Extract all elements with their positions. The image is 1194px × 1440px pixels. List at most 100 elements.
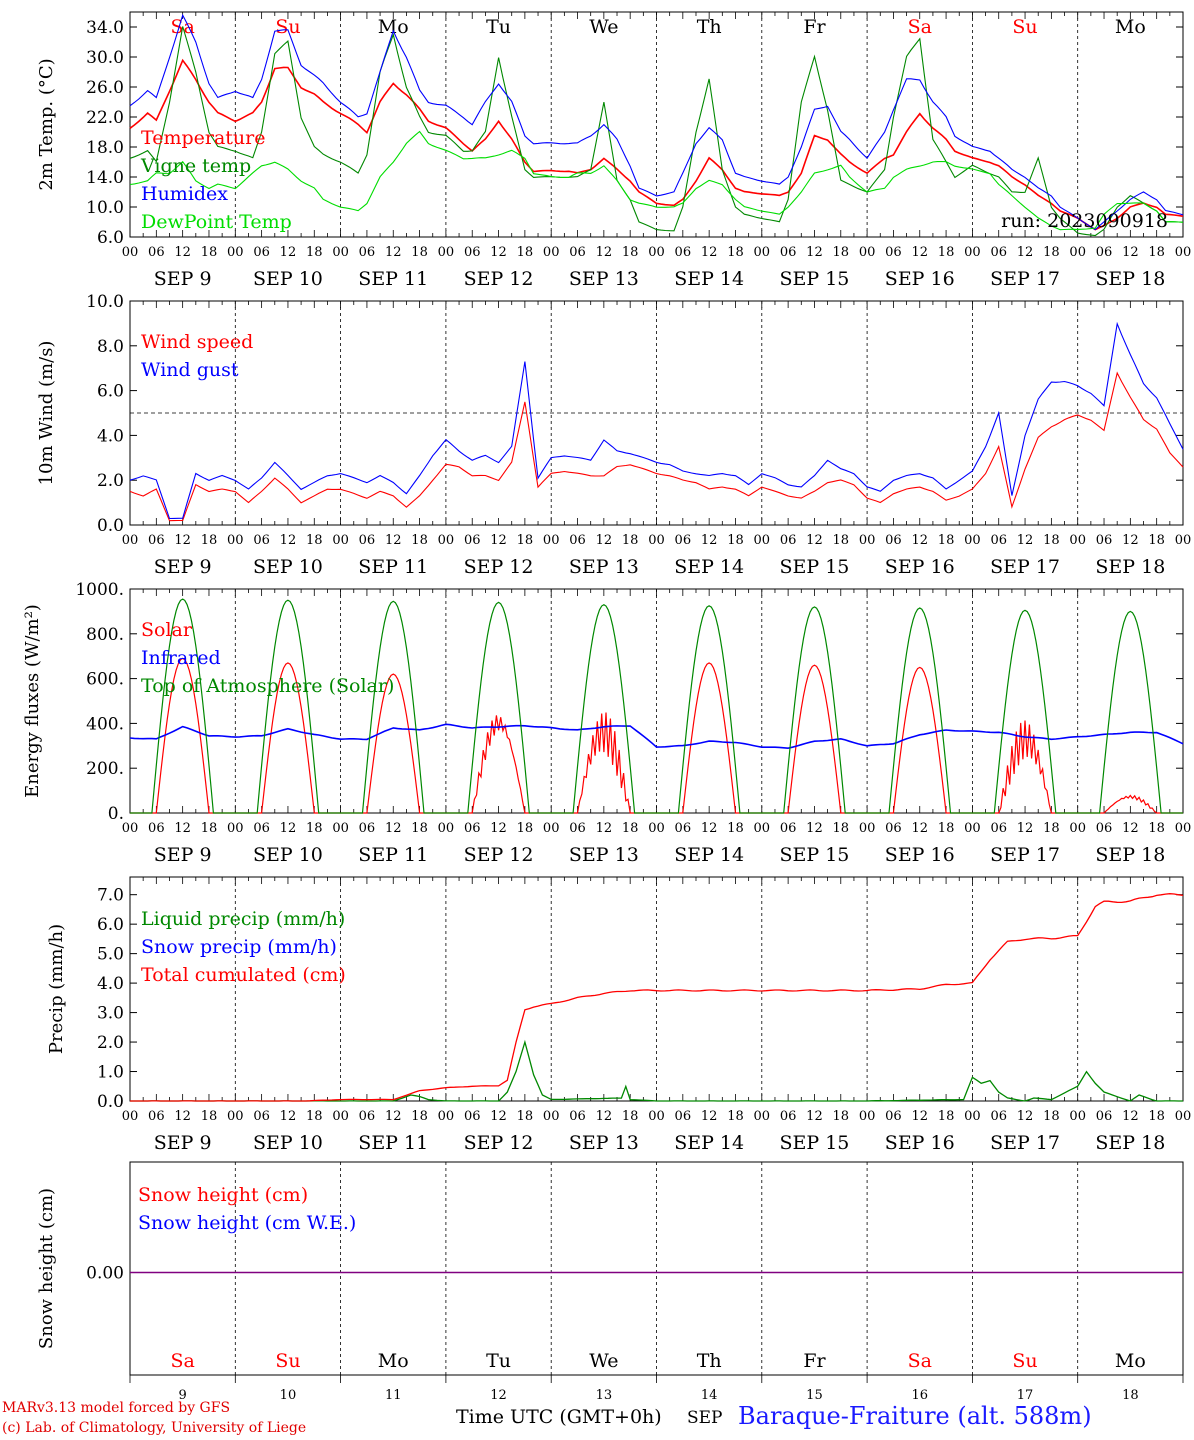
energy-hour-tick-label: 00 [964,821,981,836]
energy-hour-tick-label: 06 [359,821,376,836]
wind-hour-tick-label: 18 [517,533,534,548]
snow-weekday-label: Th [697,1350,722,1372]
lab-credit: (c) Lab. of Climatology, University of L… [2,1420,307,1436]
wind-hour-tick-label: 06 [253,533,270,548]
energy-hour-tick-label: 18 [938,821,955,836]
wind-hour-tick-label: 18 [727,533,744,548]
temperature-date-label: SEP 16 [885,268,955,290]
energy-hour-tick-label: 06 [990,821,1007,836]
precip-legend-item: Snow precip (mm/h) [141,936,337,958]
precip-date-label: SEP 15 [780,1132,850,1154]
temperature-hour-tick-label: 06 [1096,245,1113,260]
temperature-hour-tick-label: 00 [648,245,665,260]
wind-y-tick-label: 2.0 [97,471,124,491]
precip-hour-tick-label: 00 [648,1109,665,1124]
temperature-hour-tick-label: 18 [938,245,955,260]
temperature-hour-tick-label: 00 [754,245,771,260]
wind-hour-tick-label: 06 [990,533,1007,548]
temperature-y-tick-label: 18.0 [86,138,124,158]
snow-weekday-label: Su [275,1350,300,1372]
energy-hour-tick-label: 06 [1096,821,1113,836]
temperature-hour-tick-label: 00 [227,245,244,260]
temperature-hour-tick-label: 18 [622,245,639,260]
precip-hour-tick-label: 06 [780,1109,797,1124]
snow-legend-item: Snow height (cm) [138,1184,308,1206]
temperature-hour-tick-label: 12 [596,245,613,260]
temperature-hour-tick-label: 12 [280,245,297,260]
energy-hour-tick-label: 06 [148,821,165,836]
precip-y-tick-label: 2.0 [97,1033,124,1053]
precip-hour-tick-label: 12 [701,1109,718,1124]
energy-hour-tick-label: 00 [1069,821,1086,836]
temperature-date-label: SEP 17 [990,268,1060,290]
precip-hour-tick-label: 00 [122,1109,139,1124]
energy-hour-tick-label: 18 [727,821,744,836]
series-line-wind-gust [129,321,1184,520]
precip-y-axis-label: Precip (mm/h) [46,924,67,1054]
precip-hour-tick-label: 18 [938,1109,955,1124]
energy-hour-tick-label: 06 [253,821,270,836]
energy-date-label: SEP 10 [253,844,323,866]
wind-hour-tick-label: 18 [411,533,428,548]
temperature-y-tick-label: 10.0 [86,198,124,218]
energy-y-tick-label: 400. [86,714,124,734]
precip-hour-tick-label: 06 [675,1109,692,1124]
energy-hour-tick-label: 00 [122,821,139,836]
wind-legend-item: Wind speed [141,331,253,353]
wind-hour-tick-label: 18 [306,533,323,548]
temperature-weekday-label: Su [275,16,300,38]
energy-hour-tick-label: 12 [280,821,297,836]
precip-hour-tick-label: 12 [1017,1109,1034,1124]
precip-hour-tick-label: 18 [411,1109,428,1124]
precip-hour-tick-label: 00 [1175,1109,1192,1124]
wind-date-label: SEP 16 [885,556,955,578]
energy-hour-tick-label: 12 [1122,821,1139,836]
wind-date-label: SEP 14 [674,556,744,578]
series-line-top-of-atmosphere-solar- [130,598,1183,814]
energy-y-tick-label: 600. [86,670,124,690]
temperature-hour-tick-label: 00 [122,245,139,260]
energy-hour-tick-label: 00 [438,821,455,836]
wind-hour-tick-label: 18 [833,533,850,548]
temperature-hour-tick-label: 12 [1122,245,1139,260]
precip-hour-tick-label: 12 [490,1109,507,1124]
temperature-hour-tick-label: 00 [543,245,560,260]
precip-hour-tick-label: 00 [438,1109,455,1124]
wind-hour-tick-label: 18 [622,533,639,548]
energy-hour-tick-label: 00 [648,821,665,836]
temperature-y-axis-label: 2m Temp. (°C) [36,58,57,190]
precip-date-label: SEP 12 [464,1132,534,1154]
precip-hour-tick-label: 18 [1148,1109,1165,1124]
precip-date-label: SEP 16 [885,1132,955,1154]
energy-hour-tick-label: 18 [411,821,428,836]
precip-y-tick-label: 3.0 [97,1004,124,1024]
precip-hour-tick-label: 00 [1069,1109,1086,1124]
temperature-hour-tick-label: 18 [306,245,323,260]
precip-y-tick-label: 1.0 [97,1063,124,1083]
energy-hour-tick-label: 18 [833,821,850,836]
energy-legend-item: Infrared [141,647,221,669]
energy-hour-tick-label: 00 [227,821,244,836]
precip-date-label: SEP 18 [1095,1132,1165,1154]
wind-hour-tick-label: 06 [1096,533,1113,548]
precip-hour-tick-label: 00 [227,1109,244,1124]
snow-weekday-label: Tu [486,1350,511,1372]
temperature-hour-tick-label: 00 [964,245,981,260]
temperature-hour-tick-label: 06 [675,245,692,260]
temperature-hour-tick-label: 12 [490,245,507,260]
precip-hour-tick-label: 12 [911,1109,928,1124]
precip-hour-tick-label: 06 [464,1109,481,1124]
snow-weekday-label: Sa [908,1350,932,1372]
precip-hour-tick-label: 18 [622,1109,639,1124]
temperature-hour-tick-label: 00 [1069,245,1086,260]
energy-y-tick-label: 1000. [75,580,124,600]
series-line-total-cumulated-cm- [130,893,1184,1102]
snow-day-number: 17 [1017,1388,1034,1403]
energy-date-label: SEP 18 [1095,844,1165,866]
precip-hour-tick-label: 06 [1096,1109,1113,1124]
temperature-date-label: SEP 13 [569,268,639,290]
snow-weekday-label: Sa [170,1350,194,1372]
wind-hour-tick-label: 12 [911,533,928,548]
precip-date-label: SEP 10 [253,1132,323,1154]
precip-hour-tick-label: 00 [754,1109,771,1124]
